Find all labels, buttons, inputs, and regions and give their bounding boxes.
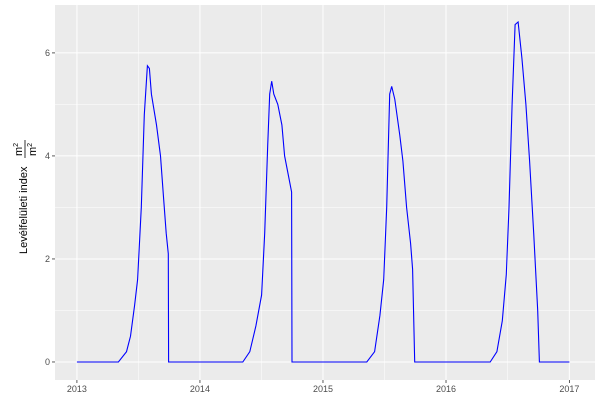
x-tick-label: 2016 — [436, 384, 456, 394]
y-tick-label: 4 — [45, 151, 50, 161]
y-axis-title: Levélfelületi index — [18, 166, 30, 254]
x-tick-label: 2015 — [313, 384, 333, 394]
axes: 0 2 4 6 2013 2014 2015 2016 2017 — [45, 48, 579, 394]
x-tick-label: 2017 — [559, 384, 579, 394]
x-tick-label: 2014 — [190, 384, 210, 394]
y-unit-denominator: m2 — [27, 143, 39, 156]
x-tick-label: 2013 — [67, 384, 87, 394]
plot-panel — [55, 5, 595, 380]
y-tick-label: 2 — [45, 254, 50, 264]
y-tick-label: 6 — [45, 48, 50, 58]
y-unit-numerator: m2 — [13, 143, 25, 156]
y-tick-label: 0 — [45, 357, 50, 367]
series-line — [76, 20, 570, 363]
y-axis-label: Levélfelületi index m2 m2 — [13, 140, 39, 254]
